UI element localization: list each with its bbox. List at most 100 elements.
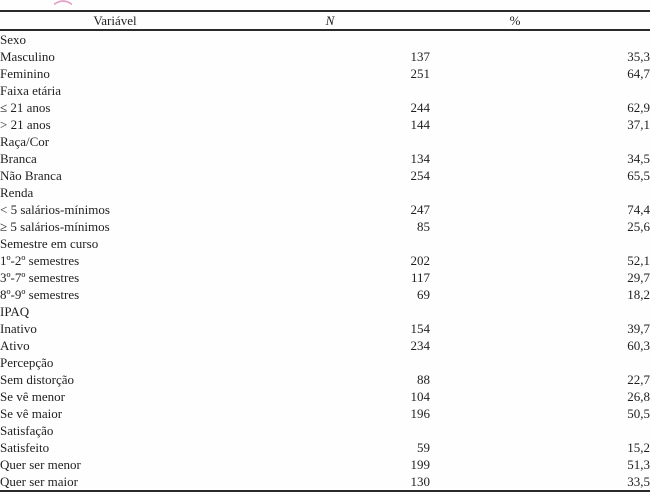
pct-cell: 18,2 <box>627 287 650 302</box>
n-cell: 199 <box>410 457 431 472</box>
n-cell: 254 <box>410 168 431 183</box>
group-label: Percepção <box>0 355 54 370</box>
variable-cell: Ativo <box>0 338 30 353</box>
pct-cell: 33,5 <box>627 474 650 489</box>
data-row: ≥ 5 salários-mínimos 85 25,6 <box>0 218 650 235</box>
group-header-row: IPAQ <box>0 303 650 320</box>
variable-cell: ≥ 5 salários-mínimos <box>0 219 110 234</box>
pct-cell: 26,8 <box>627 389 650 404</box>
n-cell: 134 <box>410 151 431 166</box>
group-label: Sexo <box>0 32 26 47</box>
pct-cell: 34,5 <box>627 151 650 166</box>
pct-cell: 39,7 <box>627 321 650 336</box>
group-label: Renda <box>0 185 34 200</box>
group-header-row: Renda <box>0 184 650 201</box>
data-row: > 21 anos 144 37,1 <box>0 116 650 133</box>
n-cell: 234 <box>410 338 431 353</box>
data-row: Se vê menor 104 26,8 <box>0 388 650 405</box>
variable-cell: Branca <box>0 151 37 166</box>
data-row: Inativo 154 39,7 <box>0 320 650 337</box>
column-header-n: N <box>230 11 430 31</box>
variable-cell: > 21 anos <box>0 117 51 132</box>
pct-cell: 65,5 <box>627 168 650 183</box>
data-row: 3º-7º semestres 117 29,7 <box>0 269 650 286</box>
pink-squiggle-fragment <box>54 0 72 5</box>
n-cell: 251 <box>410 66 431 81</box>
pct-cell: 35,3 <box>627 49 650 64</box>
variable-cell: 3º-7º semestres <box>0 270 80 285</box>
n-cell: 244 <box>410 100 431 115</box>
variable-cell: ≤ 21 anos <box>0 100 51 115</box>
group-label: Satisfação <box>0 423 54 438</box>
n-cell: 154 <box>410 321 431 336</box>
pct-cell: 25,6 <box>627 219 650 234</box>
variable-cell: < 5 salários-mínimos <box>0 202 110 217</box>
group-header-row: Semestre em curso <box>0 235 650 252</box>
n-cell: 202 <box>410 253 431 268</box>
variable-cell: Inativo <box>0 321 37 336</box>
pct-cell: 29,7 <box>627 270 650 285</box>
n-cell: 104 <box>410 389 431 404</box>
n-cell: 144 <box>410 117 431 132</box>
variable-cell: Quer ser menor <box>0 457 81 472</box>
data-row: Se vê maior 196 50,5 <box>0 405 650 422</box>
n-cell: 130 <box>410 474 431 489</box>
n-cell: 196 <box>410 406 431 421</box>
data-row: 8º-9º semestres 69 18,2 <box>0 286 650 303</box>
data-row: Branca 134 34,5 <box>0 150 650 167</box>
data-row: Quer ser menor 199 51,3 <box>0 456 650 473</box>
n-cell: 69 <box>417 287 430 302</box>
variable-cell: Sem distorção <box>0 372 75 387</box>
data-row: 1º-2º semestres 202 52,1 <box>0 252 650 269</box>
group-label: Raça/Cor <box>0 134 50 149</box>
pct-cell: 50,5 <box>627 406 650 421</box>
column-header-percent: % <box>430 11 650 31</box>
pct-cell: 62,9 <box>627 100 650 115</box>
pct-cell: 15,2 <box>627 440 650 455</box>
n-cell: 59 <box>417 440 430 455</box>
group-header-row: Percepção <box>0 354 650 371</box>
variable-cell: Não Branca <box>0 168 62 183</box>
column-header-variavel: Variável <box>0 11 230 31</box>
group-header-row: Sexo <box>0 30 650 48</box>
variable-cell: Feminino <box>0 66 50 81</box>
group-label: Faixa etária <box>0 83 61 98</box>
variable-cell: 1º-2º semestres <box>0 253 80 268</box>
group-header-row: Satisfação <box>0 422 650 439</box>
data-row: Quer ser maior 130 33,5 <box>0 473 650 491</box>
table-header: Variável N % <box>0 11 650 31</box>
data-row: ≤ 21 anos 244 62,9 <box>0 99 650 116</box>
pct-cell: 60,3 <box>627 338 650 353</box>
pct-cell: 74,4 <box>627 202 650 217</box>
data-row: Sem distorção 88 22,7 <box>0 371 650 388</box>
data-row: Feminino 251 64,7 <box>0 65 650 82</box>
group-header-row: Raça/Cor <box>0 133 650 150</box>
group-label: Semestre em curso <box>0 236 99 251</box>
n-cell: 85 <box>417 219 430 234</box>
data-row: Satisfeito 59 15,2 <box>0 439 650 456</box>
n-cell: 247 <box>410 202 431 217</box>
pct-cell: 37,1 <box>627 117 650 132</box>
n-cell: 88 <box>417 372 430 387</box>
variable-cell: Masculino <box>0 49 55 64</box>
header-row: Variável N % <box>0 11 650 31</box>
variable-cell: Se vê menor <box>0 389 65 404</box>
frequency-table: Variável N % Sexo Masculino 137 35,3 Feminin… <box>0 10 650 492</box>
variable-cell: Se vê maior <box>0 406 63 421</box>
table-body: Sexo Masculino 137 35,3 Feminino 251 64,7 Faixa… <box>0 30 650 491</box>
pct-cell: 64,7 <box>627 66 650 81</box>
group-label: IPAQ <box>0 304 30 319</box>
data-row: Não Branca 254 65,5 <box>0 167 650 184</box>
data-row: Masculino 137 35,3 <box>0 48 650 65</box>
pct-cell: 52,1 <box>627 253 650 268</box>
group-header-row: Faixa etária <box>0 82 650 99</box>
variable-cell: 8º-9º semestres <box>0 287 80 302</box>
n-cell: 137 <box>410 49 431 64</box>
data-row: Ativo 234 60,3 <box>0 337 650 354</box>
variable-cell: Satisfeito <box>0 440 50 455</box>
pct-cell: 22,7 <box>627 372 650 387</box>
pct-cell: 51,3 <box>627 457 650 472</box>
variable-cell: Quer ser maior <box>0 474 78 489</box>
n-cell: 117 <box>410 270 430 285</box>
